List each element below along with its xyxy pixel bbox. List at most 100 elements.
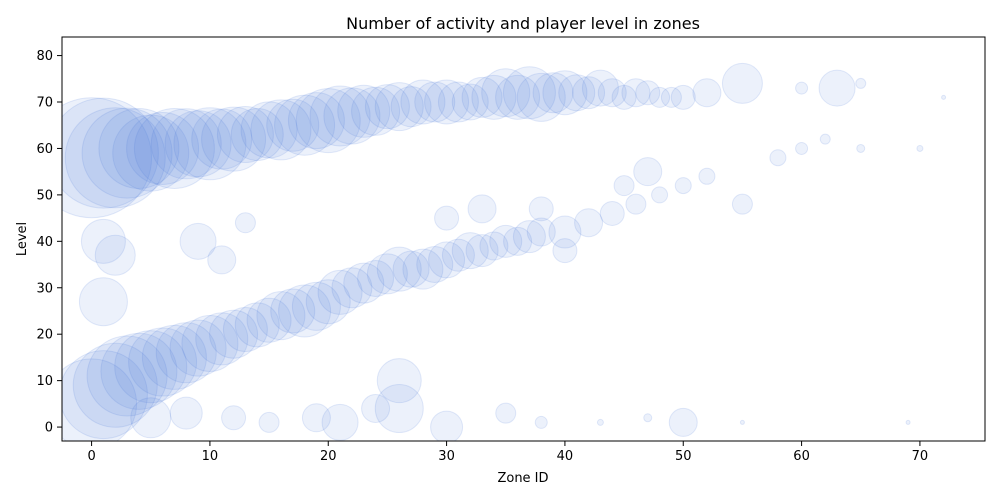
chart-title: Number of activity and player level in z… [346,14,700,33]
x-tick-label: 0 [87,449,95,464]
y-tick-label: 70 [36,96,53,111]
data-point-120 [613,175,635,197]
data-point-77 [305,279,351,325]
data-point-25 [364,84,410,130]
data-point-51 [692,78,722,108]
data-point-99 [625,193,647,215]
data-point-16 [250,99,312,161]
data-point-18 [274,94,336,156]
data-point-14 [230,108,284,162]
data-point-38 [516,72,566,122]
data-point-126 [258,411,280,433]
data-point-129 [495,402,517,424]
data-point-57 [62,358,138,441]
data-point-135 [905,419,911,425]
data-point-27 [390,86,432,128]
x-axis: 0 10 20 30 40 50 60 70 [87,441,928,464]
data-point-63 [128,327,198,397]
data-point-34 [471,74,517,120]
data-point-104 [769,149,787,167]
data-point-113 [207,245,237,275]
data-point-70 [222,307,268,353]
y-tick-label: 0 [45,421,53,436]
data-point-62 [114,330,188,404]
y-tick-label: 80 [36,49,53,64]
data-point-1 [62,97,159,209]
x-tick-label: 60 [793,449,810,464]
data-point-114 [234,212,256,234]
data-point-98 [599,200,625,226]
data-point-107 [856,143,866,153]
x-tick-label: 30 [438,449,455,464]
data-point-55 [855,77,867,89]
x-tick-label: 70 [912,449,929,464]
data-point-7 [133,107,215,189]
data-point-13 [216,106,274,164]
data-point-87 [428,241,466,279]
data-point-36 [495,74,541,120]
data-point-33 [461,76,503,118]
y-axis: 0 10 20 30 40 50 60 70 80 [36,49,62,436]
data-point-134 [739,419,745,425]
data-point-10 [173,107,247,181]
data-point-69 [209,309,259,359]
data-point-123 [361,393,391,423]
data-point-4 [98,107,180,189]
data-point-106 [819,133,831,145]
data-point-84 [392,250,430,288]
data-point-11 [191,108,253,170]
data-point-72 [246,297,292,343]
data-point-94 [512,220,546,254]
data-point-132 [643,413,653,423]
y-tick-label: 60 [36,142,53,157]
data-point-2 [64,107,166,209]
data-point-125 [301,403,331,433]
data-point-103 [731,193,753,215]
data-point-100 [651,186,669,204]
data-point-78 [317,269,363,315]
data-point-53 [795,81,809,95]
data-point-102 [698,167,716,185]
y-tick-label: 50 [36,188,53,203]
data-point-21 [309,85,371,147]
data-point-111 [94,234,136,276]
data-point-108 [916,144,924,152]
data-point-30 [424,79,470,125]
data-point-26 [374,82,424,132]
data-point-64 [141,324,207,390]
data-point-130 [534,415,548,429]
data-point-121 [376,358,422,404]
data-point-6 [126,111,200,185]
data-point-47 [635,80,661,106]
data-point-97 [574,208,604,238]
data-point-74 [270,288,316,334]
data-point-0 [62,97,153,219]
y-tick-label: 10 [36,374,53,389]
data-point-90 [465,234,499,268]
data-point-56 [941,94,947,100]
data-point-101 [674,177,692,195]
data-point-122 [374,383,424,433]
data-point-110 [78,277,128,327]
data-point-67 [181,314,239,372]
data-point-83 [376,246,422,292]
y-axis-label: Level [15,222,30,256]
data-point-28 [400,79,446,125]
data-point-29 [414,81,456,123]
data-point-50 [670,84,696,110]
data-point-17 [266,98,320,152]
data-point-112 [179,222,217,260]
data-point-8 [150,108,222,180]
data-point-82 [366,253,408,295]
data-point-39 [532,72,574,114]
data-point-3 [81,107,173,199]
data-point-44 [597,78,627,108]
data-point-109 [80,218,126,264]
data-point-105 [795,141,809,155]
data-point-9 [164,110,232,178]
data-point-71 [234,302,280,348]
data-point-12 [201,106,267,172]
data-point-128 [430,410,464,441]
data-point-48 [649,86,671,108]
